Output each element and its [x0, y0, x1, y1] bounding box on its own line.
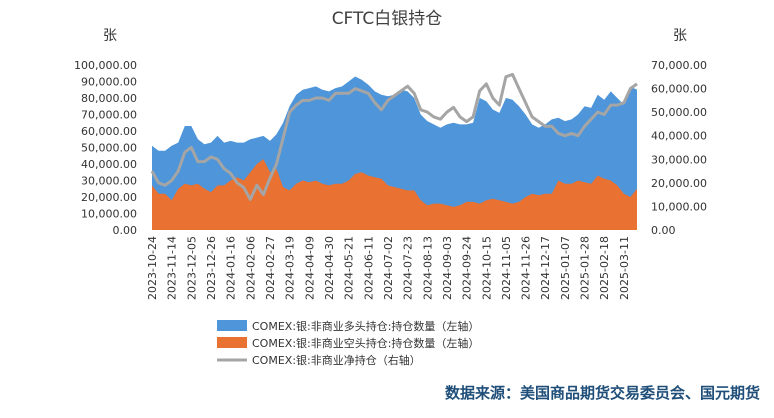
- y-unit: 张: [103, 28, 117, 44]
- legend-swatch: [217, 337, 247, 348]
- legend-label: COMEX:银:非商业多头持仓:持仓数量（左轴）: [252, 319, 479, 333]
- x-tick-label: 2024-10-15: [480, 236, 493, 300]
- x-tick-label: 2024-07-02: [382, 236, 395, 300]
- x-tick-label: 2025-01-28: [579, 236, 592, 300]
- x-tick-label: 2024-09-24: [461, 236, 474, 300]
- x-tick-label: 2024-08-13: [421, 236, 434, 300]
- legend-label: COMEX:银:非商业空头持仓:持仓数量（左轴）: [252, 336, 479, 350]
- line: [150, 72, 638, 201]
- y2-tick-label: 70,000.00: [651, 59, 707, 72]
- x-tick-label: 2025-02-18: [598, 236, 611, 300]
- x-tick-label: 2024-03-19: [284, 236, 297, 300]
- y-tick-label: 0.00: [113, 224, 138, 237]
- y-tick-label: 90,000.00: [81, 76, 137, 89]
- y2-tick-label: 40,000.00: [651, 130, 707, 143]
- x-tick-label: 2024-02-27: [264, 236, 277, 300]
- x-tick-label: 2024-01-16: [225, 236, 238, 300]
- y-tick-label: 10,000.00: [81, 208, 137, 221]
- x-tick-label: 2024-07-23: [402, 236, 415, 300]
- y-tick-label: 50,000.00: [81, 142, 137, 155]
- chart-title: CFTC白银持仓: [332, 9, 443, 29]
- x-tick-label: 2024-04-09: [303, 236, 316, 300]
- y2-tick-label: 60,000.00: [651, 83, 707, 96]
- legend-label: COMEX:银:非商业净持仓（右轴）: [252, 353, 421, 367]
- x-tick-label: 2023-11-14: [166, 236, 179, 300]
- x-tick-label: 2024-04-30: [323, 236, 336, 300]
- legend-swatch: [217, 320, 247, 331]
- x-tick-label: 2024-11-05: [500, 236, 513, 300]
- x-tick-label: 2023-12-26: [205, 236, 218, 300]
- source: 数据来源：美国商品期货交易委员会、国元期货: [445, 384, 760, 402]
- x-tick-label: 2024-11-26: [520, 236, 533, 300]
- y-tick-label: 80,000.00: [81, 92, 137, 105]
- x-tick-label: 2025-03-11: [618, 236, 631, 300]
- x-tick-label: 2024-06-11: [362, 236, 375, 300]
- y2-unit: 张: [673, 28, 687, 44]
- x-tick-label: 2025-01-07: [559, 236, 572, 300]
- area: [152, 159, 637, 230]
- x-tick-label: 2024-02-06: [244, 236, 257, 300]
- y-tick-label: 20,000.00: [81, 191, 137, 204]
- y2-tick-label: 50,000.00: [651, 106, 707, 119]
- y-tick-label: 30,000.00: [81, 175, 137, 188]
- y2-tick-label: 0.00: [651, 224, 676, 237]
- y-tick-label: 40,000.00: [81, 158, 137, 171]
- y2-tick-label: 30,000.00: [651, 153, 707, 166]
- y-tick-label: 70,000.00: [81, 109, 137, 122]
- y-tick-label: 100,000.00: [74, 59, 137, 72]
- x-tick-label: 2023-12-05: [185, 236, 198, 300]
- y2-tick-label: 10,000.00: [651, 200, 707, 213]
- x-tick-label: 2024-09-03: [441, 236, 454, 300]
- x-tick-label: 2024-12-17: [539, 236, 552, 300]
- x-tick-label: 2024-05-21: [343, 236, 356, 300]
- y-tick-label: 60,000.00: [81, 125, 137, 138]
- y2-tick-label: 20,000.00: [651, 177, 707, 190]
- x-tick-label: 2023-10-24: [146, 236, 159, 300]
